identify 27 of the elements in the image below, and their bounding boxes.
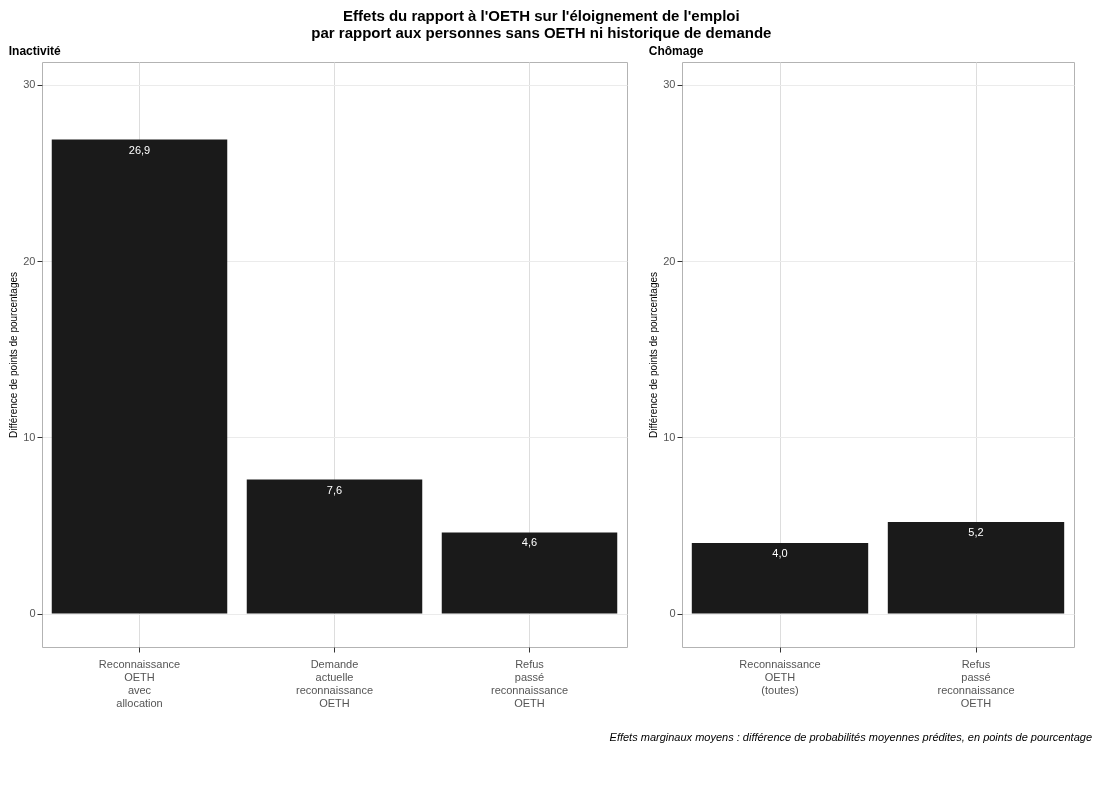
x-tick-label: Reconnaissance OETH avec allocation: [98, 657, 181, 709]
data-label: 4,0: [772, 547, 788, 560]
y-tick-label: 20: [663, 254, 676, 267]
x-tick-label: Refus passé reconnaissance OETH: [937, 657, 1015, 709]
data-label: 26,9: [128, 143, 151, 156]
y-tick-label: 30: [23, 78, 36, 91]
data-label: 7,6: [326, 483, 343, 496]
data-label: 4,6: [521, 536, 538, 549]
bar: [51, 139, 228, 614]
bar: [441, 532, 618, 614]
x-tick-label: Reconnaissance OETH (toutes): [739, 657, 821, 696]
y-axis-title: Différence de points de pourcentages: [648, 271, 660, 439]
y-tick-label: 10: [23, 430, 36, 443]
x-tick-label: Demande actuelle reconnaissance OETH: [295, 657, 374, 709]
bar: [246, 479, 423, 614]
chart-title: Effets du rapport à l'OETH sur l'éloignement de l'emploi par rapport aux personnes sans OETH ni historique de demande: [311, 6, 772, 41]
chart-subtitle: Chômage: [648, 44, 704, 58]
y-tick-label: 30: [663, 78, 676, 91]
y-axis-title: Différence de points de pourcentages: [8, 271, 20, 439]
y-tick-label: 0: [669, 607, 676, 620]
chart-subtitle: Inactivité: [8, 44, 62, 58]
y-tick-label: 20: [23, 254, 36, 267]
text: Effets marginaux moyens : différence de probabilités moyennes prédites, en points de pourcentage: [608, 731, 1093, 743]
y-tick-label: 0: [29, 607, 36, 620]
y-tick-label: 10: [663, 430, 676, 443]
data-label: 5,2: [968, 525, 984, 538]
x-tick-label: Refus passé reconnaissance OETH: [490, 657, 569, 709]
